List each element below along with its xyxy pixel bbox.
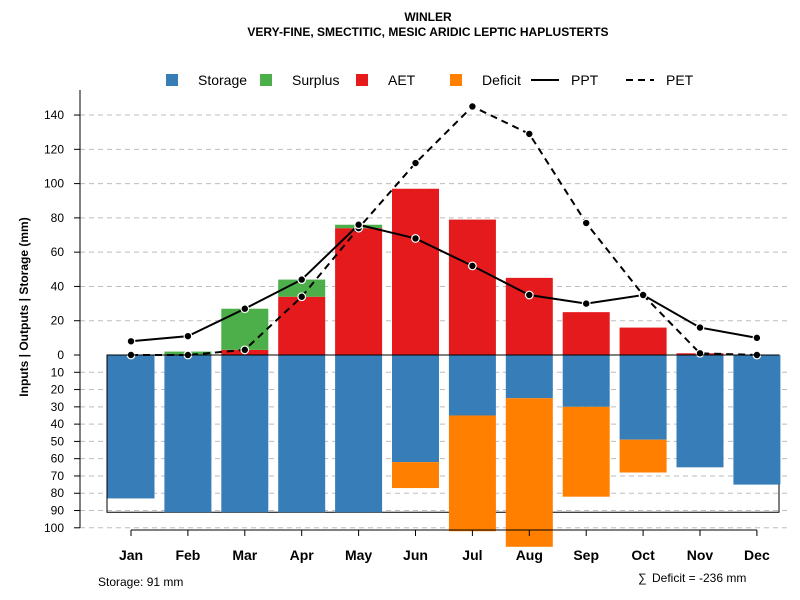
y-tick-label-lower-50: 50 xyxy=(51,434,65,448)
bar-storage-aug xyxy=(505,355,553,399)
y-tick-label-upper-40: 40 xyxy=(51,279,65,293)
series-lines xyxy=(126,102,762,360)
y-tick-label-lower-70: 70 xyxy=(51,469,65,483)
ppt-point-may xyxy=(354,220,364,230)
x-tick-label-apr: Apr xyxy=(290,547,315,563)
bar-aet-may xyxy=(335,228,383,355)
y-tick-label-lower-80: 80 xyxy=(51,486,65,500)
y-tick-label-lower-60: 60 xyxy=(51,452,65,466)
chart-title: WINLER xyxy=(404,10,452,24)
ppt-point-aug xyxy=(524,290,534,300)
bar-aet-apr xyxy=(278,296,326,355)
bar-storage-oct xyxy=(619,355,667,440)
pet-point-sep xyxy=(581,218,591,228)
y-tick-label-lower-40: 40 xyxy=(51,417,65,431)
x-tick-label-jan: Jan xyxy=(119,547,143,563)
legend-swatch-storage xyxy=(166,74,178,86)
bar-storage-dec xyxy=(733,355,781,485)
pet-point-nov xyxy=(695,348,705,358)
pet-point-mar xyxy=(240,345,250,355)
y-tick-label-upper-0: 0 xyxy=(57,348,64,362)
x-tick-label-jul: Jul xyxy=(462,547,482,563)
bar-storage-may xyxy=(335,355,383,513)
chart-subtitle: VERY-FINE, SMECTITIC, MESIC ARIDIC LEPTI… xyxy=(247,25,608,39)
legend-label-ppt: PPT xyxy=(571,72,599,88)
y-tick-label-upper-120: 120 xyxy=(44,142,64,156)
bar-deficit-jul xyxy=(448,415,496,532)
storage-footnote: Storage: 91 mm xyxy=(98,575,183,589)
ppt-line xyxy=(130,223,758,343)
bar-deficit-sep xyxy=(562,406,610,497)
ppt-point-apr xyxy=(297,275,307,284)
x-tick-label-dec: Dec xyxy=(744,547,770,563)
legend-label-aet: AET xyxy=(388,72,416,88)
bar-aet-jul xyxy=(448,219,496,355)
x-tick-label-aug: Aug xyxy=(516,547,543,563)
y-tick-label-lower-10: 10 xyxy=(51,365,65,379)
legend-label-pet: PET xyxy=(666,72,694,88)
y-tick-label-lower-20: 20 xyxy=(51,383,65,397)
ppt-point-nov xyxy=(695,323,705,332)
x-tick-label-oct: Oct xyxy=(631,547,655,563)
legend-label-storage: Storage xyxy=(198,72,247,88)
pet-point-apr xyxy=(297,292,307,302)
pet-point-jul xyxy=(468,102,477,111)
bar-storage-sep xyxy=(562,355,610,407)
bar-aet-jun xyxy=(392,188,439,355)
bar-storage-nov xyxy=(676,355,724,468)
x-tick-label-jun: Jun xyxy=(403,547,428,563)
x-tick-label-sep: Sep xyxy=(573,547,599,563)
ppt-point-dec xyxy=(752,333,762,343)
bar-storage-feb xyxy=(164,355,212,513)
legend-label-deficit: Deficit xyxy=(482,72,521,88)
y-tick-label-upper-20: 20 xyxy=(51,314,65,328)
axes: 0 20 40 60 80 100 120 140 10 20 30 40 50 60 70 80 90 100 J… xyxy=(44,90,779,563)
bar-surplus-mar xyxy=(221,308,269,350)
bar-deficit-jun xyxy=(392,462,439,489)
x-tick-label-may: May xyxy=(345,547,372,563)
bar-aet-aug xyxy=(505,277,553,355)
deficit-footnote: Deficit = -236 mm xyxy=(652,571,746,585)
legend-label-surplus: Surplus xyxy=(292,72,339,88)
y-axis-label: Inputs | Outputs | Storage (mm) xyxy=(17,217,31,396)
y-tick-label-upper-80: 80 xyxy=(51,211,65,225)
ppt-point-jul xyxy=(468,261,477,271)
y-tick-label-upper-140: 140 xyxy=(44,108,64,122)
legend-swatch-surplus xyxy=(260,74,272,86)
legend-swatch-aet xyxy=(356,74,368,86)
bar-storage-jul xyxy=(448,355,496,416)
ppt-point-feb xyxy=(183,331,193,341)
legend-swatch-deficit xyxy=(450,74,462,86)
ppt-point-jan xyxy=(126,336,136,346)
pet-point-aug xyxy=(524,129,534,139)
bar-deficit-oct xyxy=(619,439,667,473)
y-tick-label-upper-100: 100 xyxy=(44,177,64,191)
bar-storage-jun xyxy=(392,355,439,463)
x-tick-label-feb: Feb xyxy=(175,547,200,563)
bar-aet-oct xyxy=(619,327,667,355)
y-tick-label-lower-90: 90 xyxy=(51,504,65,518)
legend: Storage Surplus AET Deficit PPT PET xyxy=(166,72,694,88)
ppt-point-sep xyxy=(581,299,591,308)
y-tick-label-lower-100: 100 xyxy=(44,521,64,535)
bar-storage-apr xyxy=(278,355,326,513)
x-tick-label-mar: Mar xyxy=(232,547,257,563)
sum-symbol: ∑ xyxy=(638,571,647,585)
y-tick-label-upper-60: 60 xyxy=(51,245,65,259)
bar-storage-mar xyxy=(221,355,269,513)
x-tick-label-nov: Nov xyxy=(687,547,714,563)
pet-line xyxy=(131,105,757,356)
ppt-point-jun xyxy=(411,234,420,243)
bar-aet-sep xyxy=(562,312,610,355)
pet-point-jun xyxy=(411,158,420,168)
ppt-point-mar xyxy=(240,304,250,314)
ppt-point-oct xyxy=(638,290,648,300)
y-tick-label-lower-30: 30 xyxy=(51,400,65,414)
bar-storage-jan xyxy=(107,355,155,499)
bar-deficit-aug xyxy=(505,398,553,547)
